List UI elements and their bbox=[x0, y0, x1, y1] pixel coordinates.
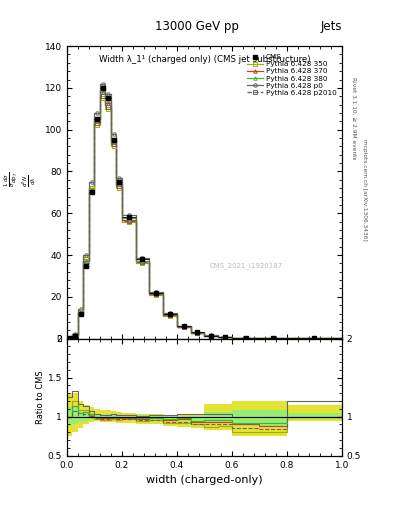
Text: mcplots.cern.ch [arXiv:1306.3436]: mcplots.cern.ch [arXiv:1306.3436] bbox=[362, 139, 367, 240]
CMS bbox=[209, 332, 214, 338]
CMS bbox=[195, 329, 200, 335]
CMS bbox=[73, 332, 77, 338]
CMS bbox=[271, 335, 275, 341]
CMS bbox=[117, 179, 121, 185]
CMS bbox=[106, 95, 110, 101]
CMS bbox=[168, 310, 173, 316]
Text: 13000 GeV pp: 13000 GeV pp bbox=[154, 20, 239, 33]
Legend: CMS, Pythia 6.428 350, Pythia 6.428 370, Pythia 6.428 380, Pythia 6.428 p0, Pyth: CMS, Pythia 6.428 350, Pythia 6.428 370,… bbox=[246, 53, 338, 97]
CMS bbox=[78, 310, 83, 316]
Line: CMS: CMS bbox=[68, 86, 316, 340]
Text: Jets: Jets bbox=[320, 20, 342, 33]
CMS bbox=[222, 334, 227, 340]
CMS bbox=[243, 334, 248, 340]
X-axis label: width (charged-only): width (charged-only) bbox=[146, 475, 263, 485]
CMS bbox=[182, 323, 186, 329]
CMS bbox=[84, 263, 88, 269]
CMS bbox=[95, 116, 99, 122]
Y-axis label: Ratio to CMS: Ratio to CMS bbox=[36, 370, 45, 424]
Text: Rivet 3.1.10, ≥ 2.9M events: Rivet 3.1.10, ≥ 2.9M events bbox=[351, 76, 356, 159]
CMS bbox=[111, 137, 116, 143]
CMS bbox=[127, 215, 131, 221]
Text: CMS_2021_I1920187: CMS_2021_I1920187 bbox=[210, 262, 283, 269]
CMS bbox=[67, 335, 72, 342]
CMS bbox=[89, 189, 94, 196]
CMS bbox=[100, 85, 105, 91]
CMS bbox=[154, 290, 159, 296]
Text: Width λ_1¹ (charged only) (CMS jet substructure): Width λ_1¹ (charged only) (CMS jet subst… bbox=[99, 55, 310, 64]
Text: $\frac{1}{\sigma}\frac{d\sigma}{dp_T}$
$\frac{d^2N}{d\lambda}$: $\frac{1}{\sigma}\frac{d\sigma}{dp_T}$ $… bbox=[2, 172, 38, 187]
CMS bbox=[140, 256, 145, 262]
CMS bbox=[312, 335, 317, 342]
